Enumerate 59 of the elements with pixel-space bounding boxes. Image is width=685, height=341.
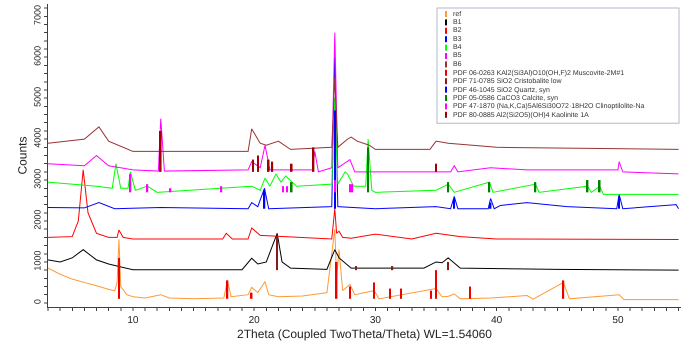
y-tick-label: 5000 [32, 86, 42, 107]
y-tick-label: 0 [32, 299, 42, 304]
bar [430, 290, 432, 299]
bar [373, 282, 375, 299]
y-axis-title: Counts [16, 136, 30, 175]
x-tick-label: 20 [248, 315, 260, 326]
bar [534, 182, 536, 192]
x-tick-label: 30 [370, 315, 382, 326]
bar [220, 186, 222, 192]
x-tick-label: 50 [612, 315, 624, 326]
bar [447, 262, 449, 270]
line-series [48, 169, 680, 240]
bar [586, 180, 588, 192]
bar [118, 258, 120, 299]
bar [290, 164, 293, 172]
bar [334, 180, 336, 192]
y-tick-label: 2000 [32, 210, 42, 230]
bar [469, 286, 471, 299]
bar [598, 180, 601, 192]
bar [349, 286, 351, 299]
bar [355, 266, 357, 270]
line-series [48, 228, 680, 300]
bar [271, 162, 274, 172]
y-tick-label: 4000 [32, 128, 42, 148]
bar [562, 280, 564, 299]
bar [276, 235, 278, 270]
bar [286, 186, 288, 192]
bar [290, 182, 293, 192]
bar [349, 184, 351, 192]
y-tick-label: 6000 [32, 46, 42, 66]
x-axis-title: 2Theta (Coupled TwoTheta/Theta) WL=1.54060 [237, 326, 492, 341]
bar [267, 160, 270, 172]
bar [146, 184, 148, 192]
x-tick-label: 40 [491, 315, 503, 326]
bar [389, 288, 391, 299]
bar [351, 184, 354, 192]
bar [488, 182, 490, 192]
bar [435, 164, 437, 172]
y-tick-label: 7000 [32, 4, 42, 25]
bar [226, 280, 228, 299]
bar [312, 147, 314, 172]
bar [250, 292, 253, 299]
bar [257, 156, 259, 172]
bar [435, 270, 437, 299]
bar [169, 188, 172, 192]
x-tick-label: 10 [127, 315, 139, 326]
bar [282, 186, 284, 192]
bar [367, 147, 369, 192]
bar [335, 262, 338, 299]
bar [129, 174, 132, 192]
y-tick-label: 1000 [32, 250, 42, 271]
line-series [48, 77, 680, 152]
bar [400, 288, 402, 299]
y-tick-label: 3000 [32, 168, 42, 189]
bar [159, 130, 162, 172]
bar [252, 160, 254, 172]
line-series [48, 32, 680, 174]
bar [447, 182, 449, 192]
line-series [48, 232, 680, 271]
